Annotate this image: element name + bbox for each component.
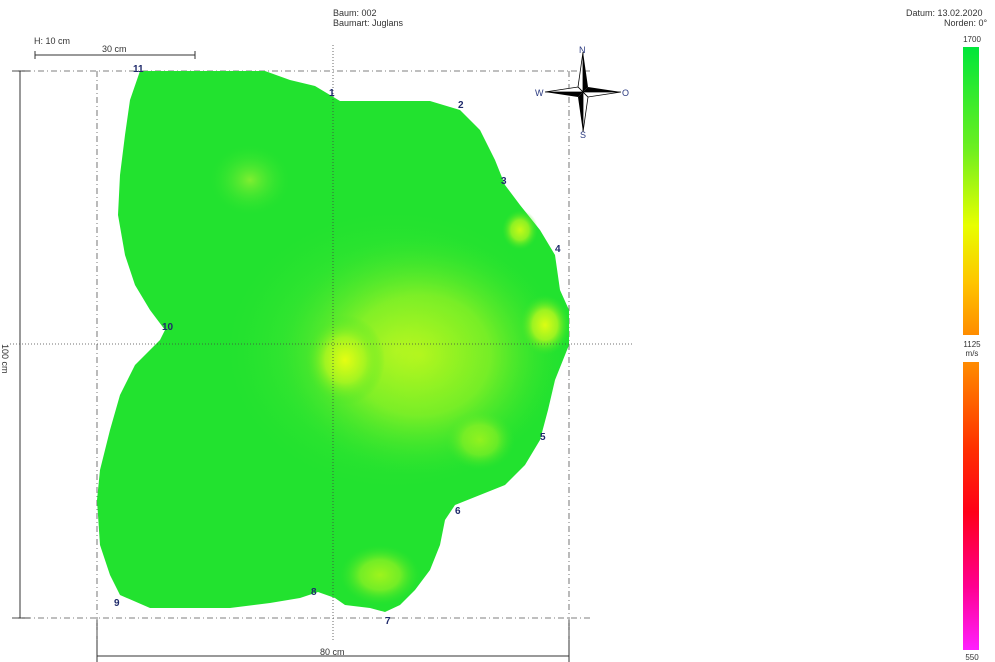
date-label: Datum: 13.02.2020 [906, 8, 983, 18]
sensor-label: 3 [501, 176, 507, 187]
height-label: H: 10 cm [34, 36, 71, 46]
sensor-label: 4 [555, 244, 561, 255]
sensor-label: 1 [329, 88, 335, 99]
sensor-label: 9 [114, 598, 120, 609]
sensor-label: 11 [133, 64, 144, 75]
compass-rose [544, 51, 622, 133]
bounding-frame [12, 70, 590, 640]
scale-min-label: 550 [965, 653, 979, 662]
scale-bar-label: 30 cm [102, 44, 127, 54]
tree-id: Baum: 002 [333, 8, 377, 18]
sensor-label: 5 [540, 432, 546, 443]
sensor-label: 6 [455, 506, 461, 517]
scale-bar [34, 51, 196, 59]
compass-s: S [580, 130, 587, 140]
horizontal-dimension-label: 80 cm [320, 647, 345, 657]
sensor-label: 2 [458, 100, 464, 111]
scale-max-label: 1700 [963, 35, 981, 44]
sensor-label: 8 [311, 587, 317, 598]
tree-species: Baumart: Juglans [333, 18, 404, 28]
center-crosshair [10, 45, 632, 640]
sensor-label: 10 [162, 322, 174, 333]
scale-mid-label: 1125 [963, 340, 981, 349]
scale-unit-label: m/s [965, 349, 979, 358]
north-label: Norden: 0° [944, 18, 988, 28]
compass-o: O [622, 88, 630, 98]
sensor-label: 7 [385, 616, 391, 627]
tomogram-shape [97, 71, 570, 612]
color-scale-lower [963, 362, 979, 650]
vertical-dimension-label: 100 cm [0, 344, 10, 374]
color-scale-upper [963, 47, 979, 335]
compass-w: W [535, 88, 544, 98]
compass-n: N [579, 45, 586, 55]
